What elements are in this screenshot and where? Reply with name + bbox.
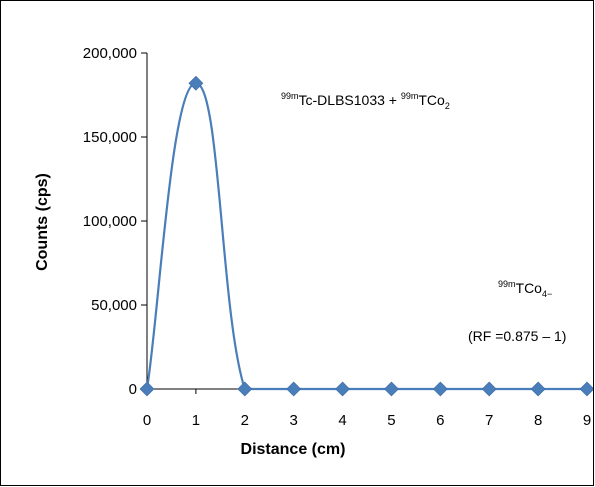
data-point-marker <box>481 381 497 397</box>
data-point-marker <box>530 381 546 397</box>
y-tick-label: 0 <box>129 381 137 398</box>
x-tick-label: 6 <box>436 412 444 429</box>
y-tick-label: 50,000 <box>91 297 137 314</box>
data-point-marker <box>139 381 155 397</box>
data-point-marker <box>237 381 253 397</box>
x-tick-label: 4 <box>338 412 346 429</box>
data-point-marker <box>579 381 593 397</box>
x-tick-label: 9 <box>583 412 591 429</box>
annotation-peak-label: 99mTc-DLBS1033 + 99mTCo2 <box>281 91 450 111</box>
x-tick-label: 5 <box>387 412 395 429</box>
x-tick-label: 3 <box>289 412 297 429</box>
x-tick-label: 7 <box>485 412 493 429</box>
x-tick-label: 8 <box>534 412 542 429</box>
x-tick-label: 1 <box>192 412 200 429</box>
y-tick-label: 150,000 <box>83 129 137 146</box>
data-point-marker <box>188 75 204 91</box>
y-tick-label: 200,000 <box>83 45 137 62</box>
data-point-marker <box>432 381 448 397</box>
x-tick-label: 2 <box>241 412 249 429</box>
x-tick-label: 0 <box>143 412 151 429</box>
data-point-marker <box>335 381 350 397</box>
x-ticks: 0 1 2 3 4 5 6 7 8 9 <box>143 389 591 429</box>
x-axis-title: Distance (cm) <box>241 441 346 458</box>
annotation-free-label: 99mTCo4− <box>498 279 552 299</box>
data-point-marker <box>384 381 399 397</box>
y-axis-title: Counts (cps) <box>34 173 51 271</box>
y-ticks: 0 50,000 100,000 150,000 200,000 <box>83 45 147 398</box>
series-markers <box>139 75 593 397</box>
data-point-marker <box>286 381 302 397</box>
annotation-rf-label: (RF =0.875 – 1) <box>468 328 566 344</box>
y-tick-label: 100,000 <box>83 213 137 230</box>
